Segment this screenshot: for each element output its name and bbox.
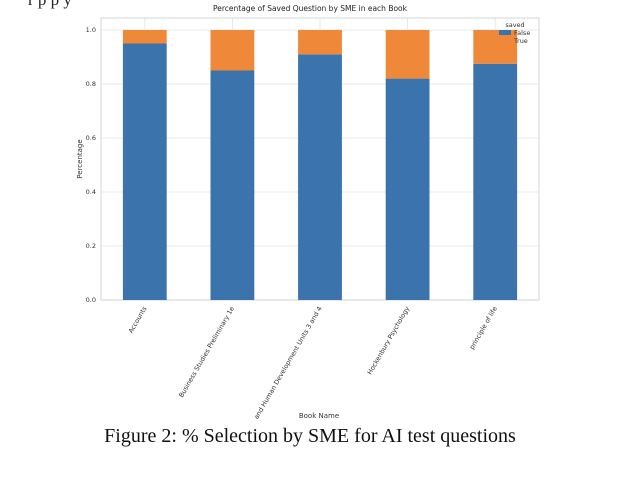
bar-segment-true <box>210 30 255 71</box>
legend-swatch-true <box>499 38 511 43</box>
bar-segment-true <box>298 30 342 55</box>
bar-segment-false <box>122 43 167 300</box>
y-tick-label: 0.4 <box>86 188 96 196</box>
y-tick-label: 0.6 <box>86 134 96 142</box>
top-text-fragment: r p p y <box>28 0 72 10</box>
chart-title: Percentage of Saved Question by SME in e… <box>213 4 408 13</box>
bar-segment-true <box>385 30 430 79</box>
x-axis-label: Book Name <box>299 412 339 420</box>
x-tick-label: Hockenbury Psychology <box>366 305 412 376</box>
x-tick-label: Accounts <box>127 304 149 334</box>
y-tick-label: 0.8 <box>86 80 96 88</box>
legend-title: saved <box>505 21 524 29</box>
y-tick-labels: 0.0 0.2 0.4 0.6 0.8 1.0 <box>86 26 96 304</box>
legend-label-true: True <box>513 37 528 45</box>
legend-swatch-false <box>499 30 511 35</box>
y-tick-label: 0.2 <box>86 242 96 250</box>
y-axis-label: Percentage <box>76 139 84 178</box>
bar-segment-true <box>473 30 518 64</box>
stacked-bar-chart: Percentage of Saved Question by SME in e… <box>76 4 540 420</box>
bar-segment-false <box>473 63 518 300</box>
bar-segment-true <box>122 30 167 44</box>
bars-group <box>122 30 518 300</box>
bar-segment-false <box>385 78 430 300</box>
x-tick-labels: Accounts Business Studies Preliminary 1e H… <box>127 304 499 420</box>
bar-segment-false <box>210 70 255 300</box>
figure-caption: Figure 2: % Selection by SME for AI test… <box>104 425 516 447</box>
bar-segment-false <box>298 54 342 300</box>
x-tick-label: Business Studies Preliminary 1e <box>177 305 236 399</box>
x-tick-label: Health and Human Development Units 3 and… <box>241 305 324 420</box>
y-tick-label: 1.0 <box>86 26 96 34</box>
legend-label-false: False <box>514 29 530 37</box>
y-tick-label: 0.0 <box>86 296 96 304</box>
x-tick-label: principle of life <box>468 305 499 351</box>
